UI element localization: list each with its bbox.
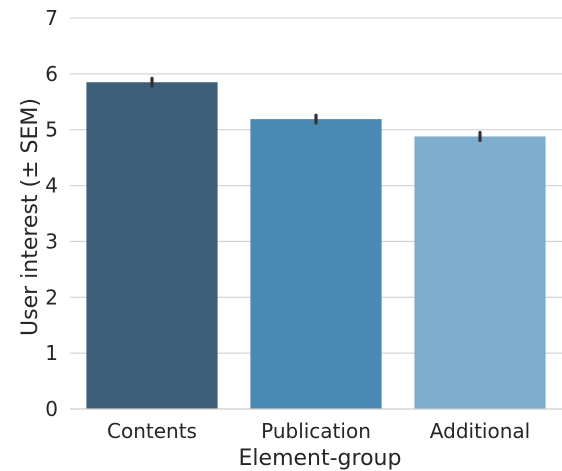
y-tick-labels: 0 1 2 3 4 5 6 7 [45,6,58,421]
y-tick-label: 1 [45,341,58,365]
y-tick-label: 7 [45,6,58,30]
x-tick-label: Publication [261,419,371,443]
y-tick-label: 6 [45,62,58,86]
x-tick-labels: Contents Publication Additional [107,419,530,443]
y-tick-label: 2 [45,285,58,309]
bar-publication [250,119,382,409]
y-tick-label: 5 [45,118,58,142]
x-axis-label: Element-group [239,446,402,471]
x-tick-label: Additional [430,419,530,443]
y-tick-label: 0 [45,397,58,421]
y-tick-label: 3 [45,229,58,253]
bar-contents [86,82,218,409]
bars [86,82,546,409]
y-axis-label: User interest (± SEM) [18,98,43,336]
bar-additional [414,136,546,409]
x-tick-label: Contents [107,419,197,443]
y-tick-label: 4 [45,174,58,198]
error-bars [150,76,482,142]
